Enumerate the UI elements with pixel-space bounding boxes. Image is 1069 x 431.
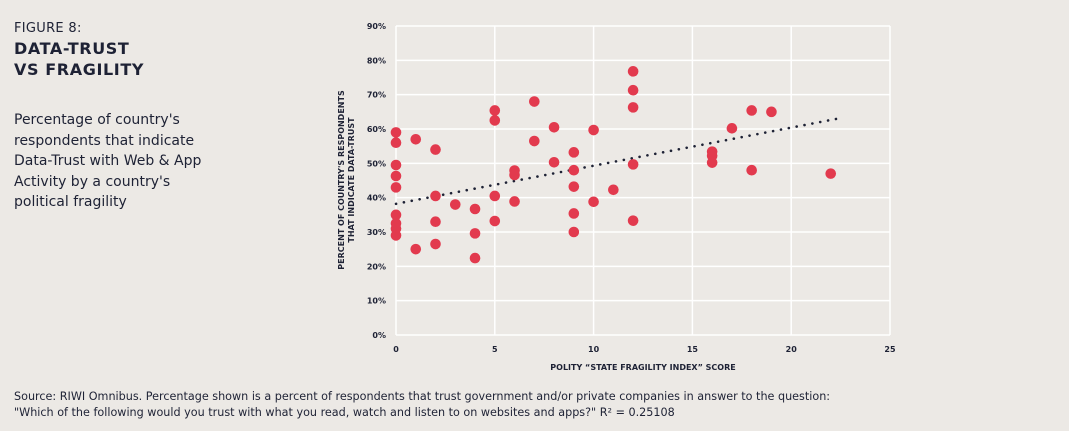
data-point	[430, 238, 441, 250]
data-point	[469, 228, 481, 239]
trendline	[394, 117, 840, 206]
data-point	[766, 106, 777, 118]
data-point	[509, 169, 520, 181]
data-point	[627, 215, 639, 226]
data-point	[489, 190, 501, 202]
data-point	[390, 137, 402, 149]
x-tick-label: 5	[492, 345, 498, 354]
data-point	[568, 181, 580, 192]
figure-label: FIGURE 8:	[14, 21, 82, 36]
data-point	[390, 170, 402, 182]
data-point	[568, 226, 580, 238]
y-tick-label: 10%	[367, 297, 386, 306]
data-point	[430, 216, 441, 227]
x-tick-label: 20	[786, 345, 798, 354]
figure-title-line-2: VS FRAGILITY	[14, 60, 145, 79]
y-axis-ticks: 0% 10% 20% 30% 40% 50% 60% 70% 80% 90%	[367, 22, 386, 340]
y-tick-label: 80%	[367, 56, 386, 65]
figure-description: Percentage of country's respondents that…	[14, 112, 202, 210]
x-tick-label: 10	[588, 345, 600, 354]
y-axis-title: PERCENT OF COUNTRY'S RESPONDENTS THAT IN…	[337, 90, 356, 270]
data-point	[746, 164, 757, 176]
grid-lines	[395, 25, 891, 336]
data-point	[627, 159, 639, 170]
y-tick-label: 70%	[367, 91, 386, 100]
data-point	[568, 147, 580, 158]
data-point	[390, 159, 402, 171]
data-point	[469, 252, 481, 264]
y-tick-label: 0%	[372, 331, 386, 340]
source-line-1: Source: RIWI Omnibus. Percentage shown i…	[14, 390, 831, 403]
data-point	[706, 157, 718, 168]
data-point	[410, 134, 422, 145]
y-tick-label: 90%	[367, 22, 386, 31]
data-point	[489, 115, 501, 126]
trendline-path	[394, 117, 840, 206]
data-point	[390, 230, 402, 241]
source-note: Source: RIWI Omnibus. Percentage shown i…	[14, 389, 1054, 421]
figure-title: DATA-TRUST VS FRAGILITY	[14, 38, 144, 80]
x-axis-ticks: 0 5 10 15 20 25	[393, 345, 896, 354]
data-point	[410, 243, 422, 255]
data-point	[588, 196, 599, 208]
x-tick-label: 25	[884, 345, 896, 354]
data-point	[430, 144, 441, 155]
data-point	[627, 84, 639, 96]
data-point	[390, 209, 402, 221]
data-point	[529, 135, 540, 147]
y-tick-label: 60%	[367, 125, 386, 134]
x-tick-label: 0	[393, 345, 399, 354]
y-tick-label: 20%	[367, 262, 386, 271]
data-point	[825, 168, 837, 179]
y-axis-title-line-1: PERCENT OF COUNTRY'S RESPONDENTS	[337, 90, 346, 270]
data-point	[509, 196, 520, 207]
data-point	[529, 96, 540, 107]
data-point	[390, 127, 402, 138]
data-point	[568, 164, 580, 176]
data-point	[489, 105, 501, 116]
x-axis-title: POLITY “STATE FRAGILITY INDEX” SCORE	[550, 363, 735, 372]
y-axis-title-line-2: THAT INDICATE DATA-TRUST	[347, 117, 356, 243]
data-point	[390, 182, 402, 193]
data-point	[489, 215, 501, 227]
data-point	[469, 203, 481, 215]
data-point	[608, 184, 619, 196]
data-point	[726, 123, 738, 134]
data-point	[548, 157, 560, 168]
figure-title-line-1: DATA-TRUST	[14, 39, 130, 58]
data-point	[746, 105, 757, 116]
y-tick-label: 40%	[367, 194, 386, 203]
data-point	[588, 124, 599, 136]
y-tick-label: 30%	[367, 228, 386, 237]
data-points	[390, 66, 837, 264]
data-point	[627, 66, 639, 77]
data-point	[548, 121, 560, 133]
data-point	[568, 208, 580, 219]
data-point	[430, 190, 441, 202]
y-tick-label: 50%	[367, 159, 386, 168]
source-line-2: "Which of the following would you trust …	[14, 406, 675, 419]
data-point	[449, 199, 461, 210]
x-tick-label: 15	[687, 345, 699, 354]
data-point	[627, 102, 639, 113]
